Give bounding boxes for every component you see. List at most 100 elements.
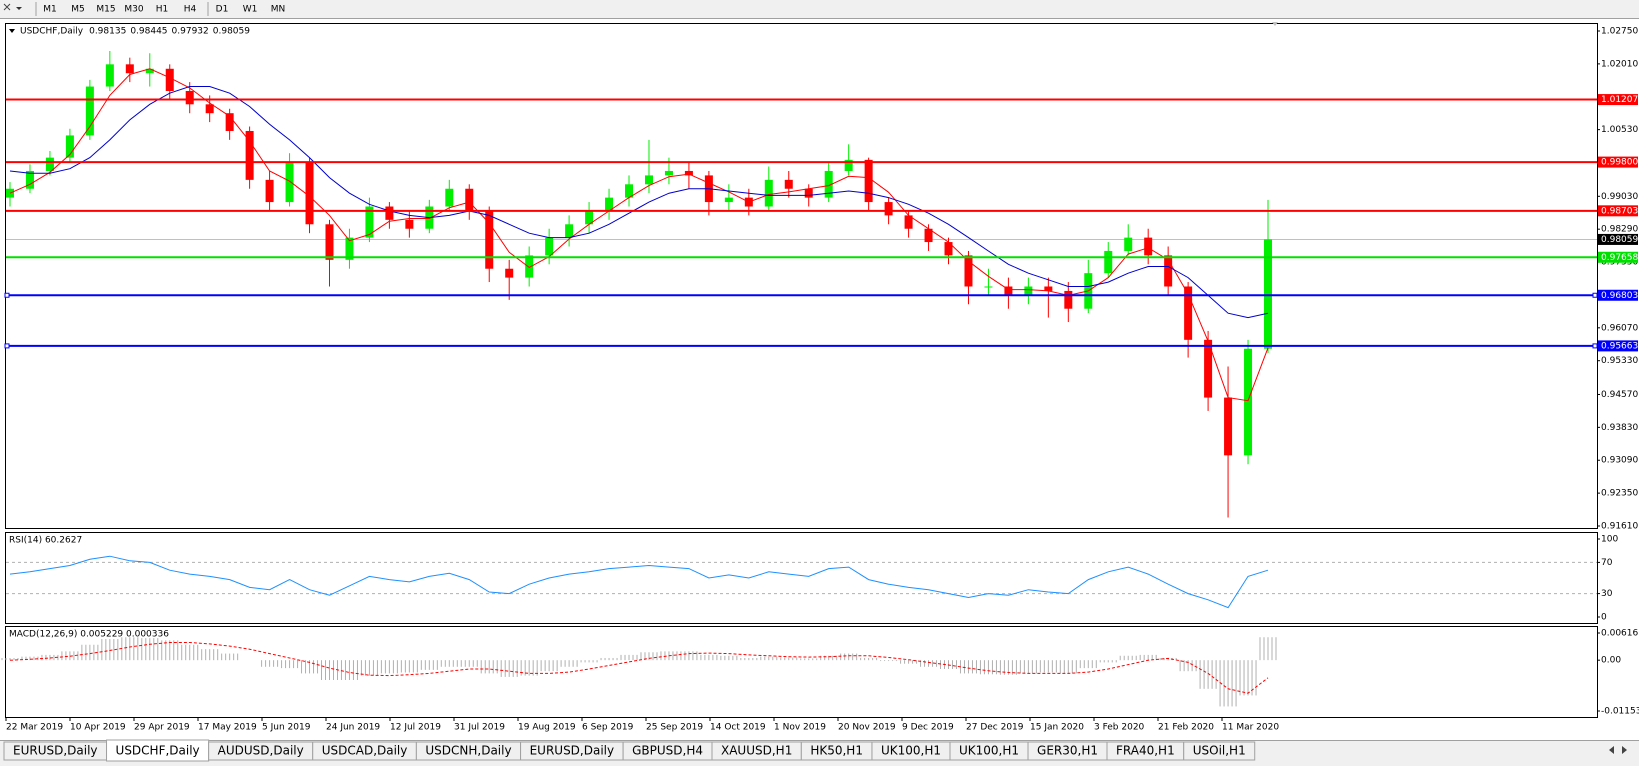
x-tick-label: 9 Dec 2019 — [902, 723, 954, 733]
y-tick-label: 0.94570 — [1601, 390, 1638, 400]
level-handle — [1592, 343, 1598, 349]
candle-body — [784, 179, 793, 189]
candle-body — [664, 170, 673, 176]
quote-value: 0.98059 — [213, 27, 250, 37]
signal-line — [9, 642, 1269, 694]
chart-tab-label[interactable]: HK50,H1 — [810, 744, 863, 758]
timeframe-button[interactable]: M1 — [43, 5, 57, 15]
chart-tab-label[interactable]: USDCAD,Daily — [322, 744, 408, 758]
quote-value: 0.98445 — [130, 27, 167, 37]
chart-tab-label[interactable]: USDCHF,Daily — [116, 744, 200, 758]
candle-body — [924, 228, 933, 243]
timeframe-button[interactable]: M5 — [71, 5, 85, 15]
candle-body — [684, 170, 693, 176]
candle-body — [1004, 286, 1013, 296]
candle-body — [844, 159, 853, 171]
current-price-tag — [1598, 233, 1638, 245]
candle-body — [505, 268, 514, 278]
chart-tab-label[interactable]: AUDUSD,Daily — [218, 744, 304, 758]
timeframe-button[interactable]: M30 — [124, 5, 143, 15]
candle-body — [1024, 286, 1033, 296]
chart-tab-label[interactable]: EURUSD,Daily — [13, 744, 98, 758]
level-label: 0.97658 — [1601, 253, 1638, 263]
level-tag — [1598, 156, 1638, 168]
candle-body — [405, 219, 414, 229]
level-tag — [1598, 94, 1638, 106]
candle-body — [1224, 397, 1233, 456]
timeframe-button[interactable]: M15 — [96, 5, 115, 15]
level-handle — [4, 292, 10, 298]
quote-value: 0.98135 — [89, 27, 126, 37]
x-tick-label: 21 Feb 2020 — [1158, 723, 1214, 733]
moving-average — [9, 68, 1269, 402]
candle-body — [585, 210, 594, 225]
x-tick-label: 24 Jun 2019 — [326, 723, 380, 733]
candle-body — [145, 68, 154, 74]
x-tick-label: 31 Jul 2019 — [454, 723, 505, 733]
chart-tab-label[interactable]: EURUSD,Daily — [530, 744, 615, 758]
dropdown-icon[interactable] — [16, 7, 22, 10]
x-tick-label: 1 Nov 2019 — [774, 723, 826, 733]
y-tick-label: 30 — [1601, 589, 1613, 599]
candle-body — [245, 130, 254, 180]
level-label: 1.01207 — [1601, 95, 1638, 105]
candle-body — [1104, 250, 1113, 274]
crosshair-icon[interactable] — [3, 3, 11, 11]
level-tag — [1598, 289, 1638, 301]
x-tick-label: 3 Feb 2020 — [1094, 723, 1145, 733]
candle-body — [45, 157, 54, 171]
rsi-panel — [5, 532, 1598, 624]
moving-average — [9, 86, 1269, 319]
candle-body — [1144, 237, 1153, 256]
chart-tab-label[interactable]: UK100,H1 — [959, 744, 1019, 758]
toolbar — [0, 0, 1639, 18]
x-tick-label: 27 Dec 2019 — [966, 723, 1024, 733]
candle-body — [365, 206, 374, 238]
collapse-icon[interactable] — [9, 29, 15, 33]
x-tick-label: 6 Sep 2019 — [582, 723, 634, 733]
chart-tab-label[interactable]: GBPUSD,H4 — [632, 744, 703, 758]
y-tick-label: 0.93830 — [1601, 423, 1638, 433]
y-tick-label: 0.006167 — [1601, 629, 1639, 639]
timeframe-button[interactable]: H4 — [184, 5, 197, 15]
level-tag — [1598, 251, 1638, 263]
timeframe-button[interactable]: MN — [271, 5, 286, 15]
y-tick-label: 0 — [1601, 613, 1607, 623]
level-tag — [1598, 340, 1638, 352]
candle-body — [485, 210, 494, 269]
x-tick-label: 17 May 2019 — [198, 723, 257, 733]
candle-body — [884, 202, 893, 216]
chart-tab[interactable] — [1183, 741, 1256, 761]
x-tick-label: 15 Jan 2020 — [1030, 723, 1084, 733]
timeframe-button[interactable]: W1 — [243, 5, 258, 15]
candle-body — [105, 64, 114, 87]
candle-body — [345, 237, 354, 260]
level-label: 0.98703 — [1601, 206, 1638, 216]
candle-body — [125, 64, 134, 74]
candle-body — [1184, 286, 1193, 340]
candle-body — [944, 242, 953, 256]
candle-body — [625, 184, 634, 198]
candle-body — [824, 170, 833, 198]
chart-tab-label[interactable]: UK100,H1 — [881, 744, 941, 758]
chart-tab-label[interactable]: XAUUSD,H1 — [721, 744, 792, 758]
y-tick-label: 0.95330 — [1601, 356, 1638, 366]
chart-tab-label[interactable]: FRA40,H1 — [1116, 744, 1175, 758]
candle-body — [1044, 286, 1053, 291]
y-tick-label: 1.02750 — [1601, 27, 1638, 37]
tab-scroll[interactable] — [1609, 746, 1627, 754]
timeframe-button[interactable]: H1 — [156, 5, 169, 15]
candle-body — [964, 255, 973, 287]
x-tick-label: 5 Jun 2019 — [262, 723, 311, 733]
candle-body — [25, 170, 34, 189]
timeframe-button[interactable]: D1 — [216, 5, 229, 15]
chart-tab-label[interactable]: USDCNH,Daily — [425, 744, 511, 758]
chart-tab-label[interactable]: GER30,H1 — [1037, 744, 1098, 758]
chart-tab-label[interactable]: USOil,H1 — [1193, 744, 1246, 758]
candle-body — [465, 188, 474, 211]
main-panel — [5, 23, 1598, 529]
level-handle — [4, 343, 10, 349]
candle-body — [325, 224, 334, 260]
level-tag — [1598, 205, 1638, 217]
